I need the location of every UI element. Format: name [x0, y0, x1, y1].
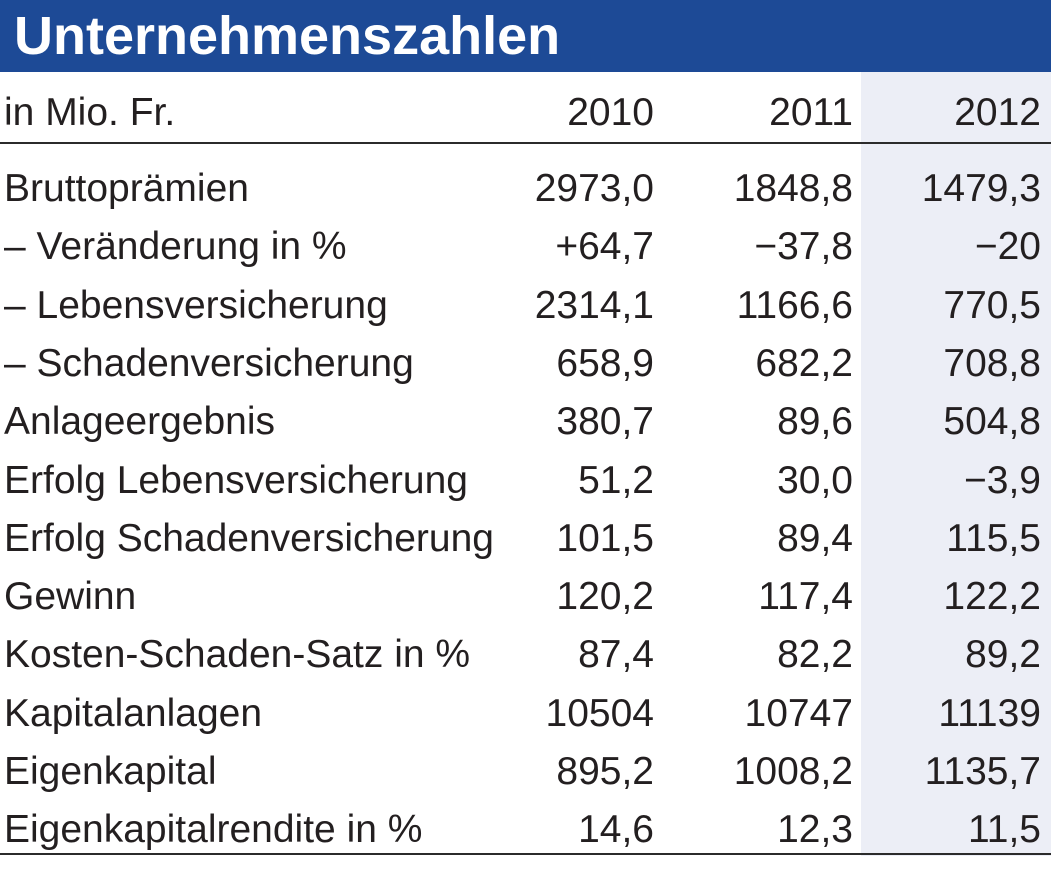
- value-cell-2012: 115,5: [946, 516, 1041, 560]
- row-label: Bruttoprämien: [4, 167, 249, 210]
- value-cell-2011: 1166,6: [736, 283, 853, 327]
- table-row: Erfolg Lebensversicherung 51,2 30,0 −3,9: [0, 452, 1051, 510]
- year-header-2012: 2012: [954, 91, 1041, 134]
- year-header-2010: 2010: [567, 91, 654, 134]
- value-cell-2012: 11139: [938, 691, 1041, 735]
- value-cell-2012: 122,2: [943, 575, 1041, 619]
- table-row: – Schadenversicherung 658,9 682,2 708,8: [0, 335, 1051, 393]
- value-cell-2011: 82,2: [777, 633, 853, 677]
- value-cell-2010: 2314,1: [534, 283, 654, 327]
- row-label: Erfolg Schadenversicherung: [4, 516, 494, 560]
- value-cell-2010: 120,2: [556, 575, 654, 619]
- highlight-column-2012: [861, 72, 1051, 856]
- value-cell-2010: 87,4: [578, 633, 654, 677]
- value-cell-2010: 380,7: [556, 400, 654, 444]
- value-cell-2012: 504,8: [943, 400, 1041, 444]
- header-row: in Mio. Fr. 2010 2011 2012: [0, 84, 1051, 142]
- value-cell-2011: 682,2: [755, 341, 853, 385]
- value-cell-2012: 11,5: [967, 808, 1041, 852]
- value-cell-2010: 101,5: [556, 516, 654, 560]
- header-divider: [0, 142, 1051, 144]
- value-cell-2010: 51,2: [578, 458, 654, 502]
- row-label: Eigenkapitalrendite in %: [4, 808, 423, 852]
- value-cell-2012: 89,2: [965, 633, 1041, 677]
- table-title: Unternehmenszahlen: [14, 6, 561, 66]
- table-row: Anlageergebnis 380,7 89,6 504,8: [0, 393, 1051, 451]
- row-label: Eigenkapital: [4, 750, 217, 793]
- value-cell-2010: 895,2: [556, 750, 654, 793]
- value-cell-2011: 117,4: [758, 575, 853, 619]
- unit-label: in Mio. Fr.: [4, 91, 176, 134]
- value-cell-2010: +64,7: [555, 225, 654, 269]
- value-cell-2011: 89,4: [777, 516, 853, 560]
- value-cell-2010: 2973,0: [534, 167, 654, 210]
- value-cell-2011: 1008,2: [733, 750, 853, 793]
- row-label: Gewinn: [4, 575, 137, 619]
- value-cell-2010: 14,6: [578, 808, 654, 852]
- table-row: Erfolg Schadenversicherung 101,5 89,4 115,5: [0, 510, 1051, 568]
- value-cell-2011: 1848,8: [733, 167, 853, 210]
- row-label: Kapitalanlagen: [4, 691, 263, 735]
- value-cell-2010: 10504: [545, 691, 654, 735]
- row-label: Kosten-Schaden-Satz in %: [4, 633, 471, 677]
- row-label: – Schadenversicherung: [4, 341, 414, 385]
- table-row: – Lebensversicherung 2314,1 1166,6 770,5: [0, 277, 1051, 335]
- row-label: – Veränderung in %: [4, 225, 347, 269]
- value-cell-2011: 30,0: [777, 458, 853, 502]
- table-row: Kapitalanlagen 10504 10747 11139: [0, 685, 1051, 743]
- table-row: – Veränderung in % +64,7 −37,8 −20: [0, 218, 1051, 276]
- table-row: Kosten-Schaden-Satz in % 87,4 82,2 89,2: [0, 626, 1051, 684]
- value-cell-2010: 658,9: [556, 341, 654, 385]
- value-cell-2012: −20: [974, 225, 1041, 269]
- footer-divider: [0, 853, 1051, 855]
- value-cell-2011: −37,8: [754, 225, 853, 269]
- table-row: Gewinn 120,2 117,4 122,2: [0, 568, 1051, 626]
- row-label: Erfolg Lebensversicherung: [4, 458, 468, 502]
- value-cell-2012: 770,5: [943, 283, 1041, 327]
- table-row: Eigenkapital 895,2 1008,2 1135,7: [0, 743, 1051, 801]
- title-bar: Unternehmenszahlen: [0, 0, 1051, 72]
- value-cell-2011: 12,3: [777, 808, 853, 852]
- row-label: Anlageergebnis: [4, 400, 276, 444]
- table-row: Eigenkapitalrendite in % 14,6 12,3 11,5: [0, 801, 1051, 859]
- table-row: Bruttoprämien 2973,0 1848,8 1479,3: [0, 160, 1051, 218]
- row-label: – Lebensversicherung: [4, 283, 388, 327]
- value-cell-2012: 1135,7: [924, 750, 1041, 793]
- year-header-2011: 2011: [769, 91, 853, 134]
- value-cell-2012: −3,9: [964, 458, 1041, 502]
- value-cell-2012: 708,8: [943, 341, 1041, 385]
- value-cell-2011: 89,6: [777, 400, 853, 444]
- value-cell-2012: 1479,3: [921, 167, 1041, 210]
- value-cell-2011: 10747: [744, 691, 853, 735]
